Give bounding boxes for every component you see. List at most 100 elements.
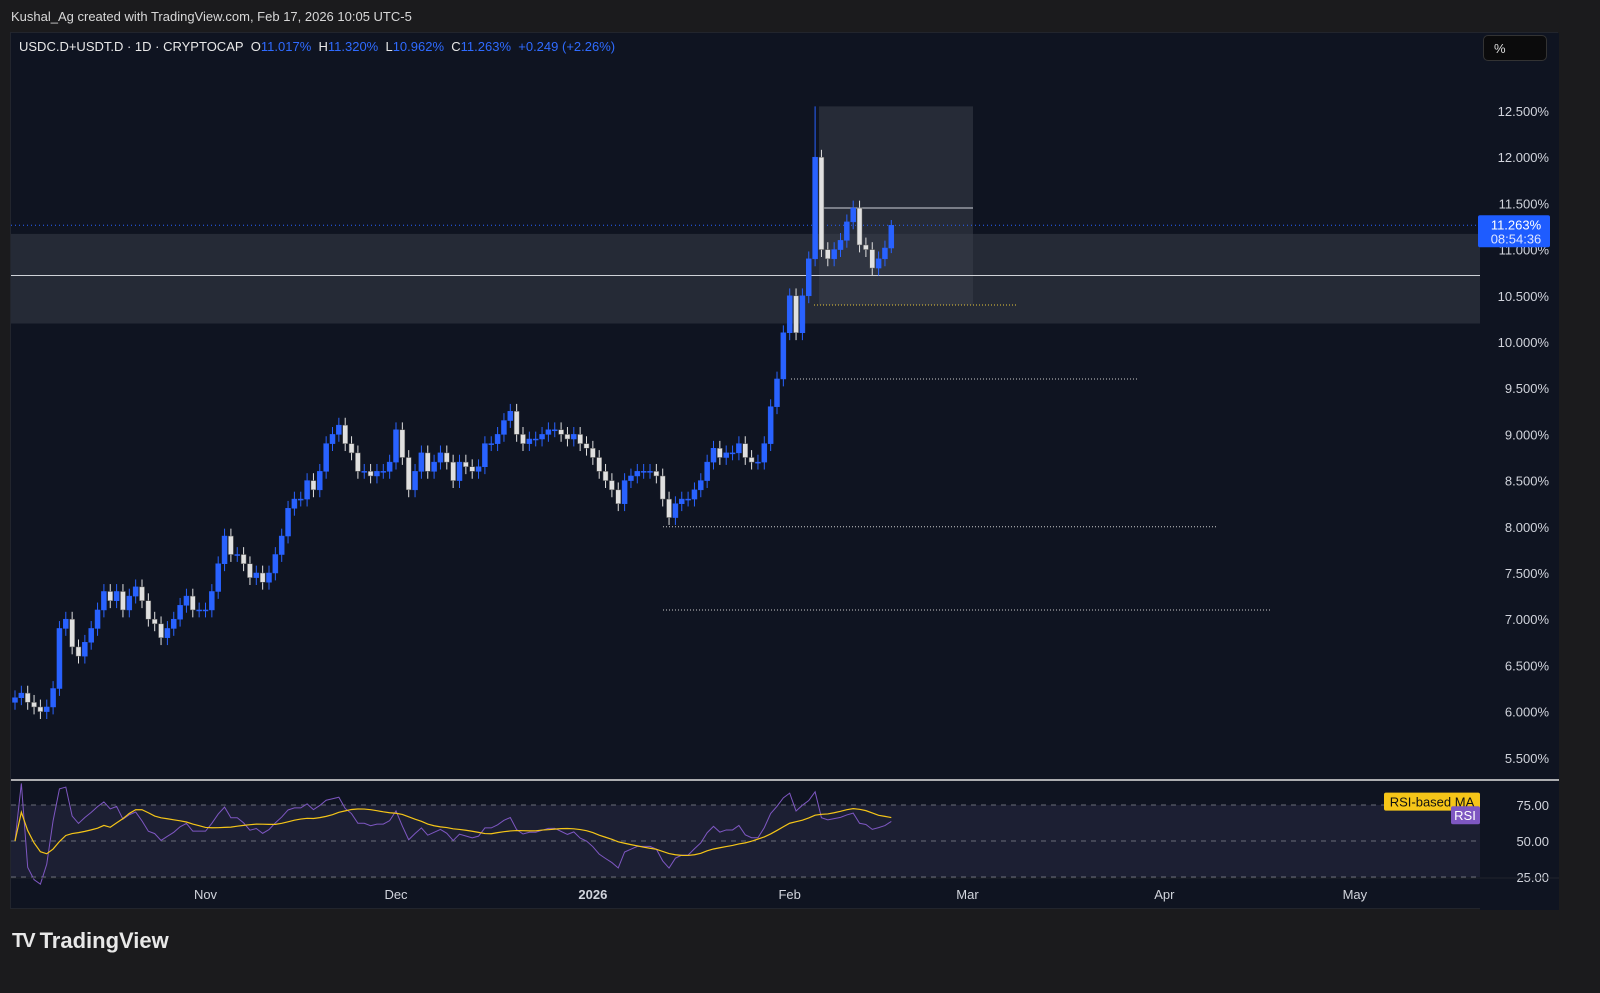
candle-body bbox=[463, 461, 469, 467]
candle bbox=[405, 450, 412, 498]
candle bbox=[520, 427, 526, 452]
candle-body bbox=[590, 448, 596, 458]
candle bbox=[590, 440, 596, 465]
high-value: 11.320% bbox=[327, 39, 379, 54]
candle-body bbox=[120, 591, 126, 611]
low-value: 10.962% bbox=[392, 39, 445, 54]
candle-body bbox=[659, 475, 666, 500]
candle-body bbox=[863, 244, 869, 250]
candle bbox=[399, 422, 406, 465]
candle bbox=[151, 611, 158, 632]
candle-body bbox=[552, 429, 558, 432]
candle-body bbox=[82, 642, 88, 657]
candle bbox=[94, 602, 101, 636]
chart-canvas[interactable]: 12.500%12.000%11.500%11.000%10.500%10.00… bbox=[11, 33, 1559, 910]
price-tick-label: 8.500% bbox=[1505, 474, 1550, 489]
chart-frame[interactable]: 12.500% 12.000% 11.500% 11.000% 10.500% 10.00… bbox=[10, 32, 1559, 910]
candle-body bbox=[564, 434, 571, 440]
candle bbox=[139, 579, 145, 609]
candle bbox=[704, 454, 710, 488]
candle-body bbox=[780, 332, 787, 380]
candle bbox=[12, 690, 18, 710]
candle-body bbox=[774, 378, 780, 407]
candle bbox=[361, 463, 367, 479]
candle bbox=[177, 597, 183, 627]
candle bbox=[24, 685, 31, 710]
candle-body bbox=[469, 466, 475, 472]
candle-body bbox=[729, 452, 736, 455]
candle bbox=[640, 463, 647, 479]
candle-body bbox=[31, 702, 37, 708]
candle bbox=[653, 463, 660, 484]
candle bbox=[374, 463, 380, 484]
candle-body bbox=[507, 411, 514, 421]
candle bbox=[329, 427, 336, 452]
candle-body bbox=[228, 535, 234, 555]
candle bbox=[818, 149, 825, 257]
price-tick-label: 6.000% bbox=[1505, 705, 1550, 720]
candle bbox=[63, 611, 69, 636]
candle bbox=[164, 621, 171, 646]
candle-body bbox=[571, 434, 577, 440]
price-tick-label: 9.000% bbox=[1505, 427, 1550, 442]
candle-body bbox=[666, 498, 672, 518]
rsi-badge bbox=[1451, 806, 1480, 825]
candle-body bbox=[850, 207, 856, 223]
time-tick-label: Feb bbox=[778, 887, 800, 902]
candle bbox=[101, 584, 107, 618]
candle bbox=[132, 579, 139, 604]
candle-body bbox=[405, 457, 412, 491]
symbol-title[interactable]: USDC.D+USDT.D · 1D · CRYPTOCAP bbox=[19, 39, 244, 54]
candle bbox=[221, 528, 228, 572]
candle-body bbox=[577, 434, 583, 444]
candle-body bbox=[304, 480, 310, 500]
candle-body bbox=[450, 461, 456, 481]
tradingview-logo-icon: TV bbox=[12, 929, 36, 952]
candle-body bbox=[596, 457, 602, 472]
candle bbox=[698, 473, 704, 498]
candle-body bbox=[44, 706, 50, 712]
candle bbox=[742, 436, 748, 465]
candle bbox=[679, 491, 685, 512]
candle bbox=[298, 491, 304, 507]
candle-body bbox=[786, 295, 793, 334]
candle bbox=[69, 611, 75, 655]
candle-body bbox=[767, 406, 774, 444]
candle bbox=[647, 463, 653, 479]
candle bbox=[558, 422, 564, 442]
candle-body bbox=[196, 609, 202, 612]
candle-body bbox=[355, 452, 361, 472]
candle-body bbox=[75, 646, 82, 657]
rsi-line bbox=[14, 783, 892, 886]
candle-body bbox=[799, 295, 806, 334]
price-tick-label: 7.000% bbox=[1505, 612, 1550, 627]
candle bbox=[850, 200, 856, 230]
candle-body bbox=[12, 697, 18, 703]
candle-body bbox=[526, 438, 533, 444]
candle bbox=[812, 106, 818, 267]
candle bbox=[736, 436, 742, 461]
candle bbox=[729, 445, 736, 461]
percent-scale-button[interactable]: % bbox=[1483, 35, 1547, 61]
change-value: +0.249 (+2.26%) bbox=[518, 39, 616, 54]
candle bbox=[552, 422, 558, 438]
price-tick-label: 12.500% bbox=[1498, 104, 1550, 119]
candle bbox=[685, 491, 691, 507]
candle-body bbox=[298, 498, 304, 501]
price-tick-label: 12.000% bbox=[1498, 150, 1550, 165]
candle-body bbox=[259, 572, 266, 583]
candle-body bbox=[672, 503, 679, 518]
candle-body bbox=[444, 452, 450, 463]
candle bbox=[463, 454, 469, 475]
candle bbox=[856, 200, 863, 253]
candle-body bbox=[272, 554, 279, 574]
candle bbox=[240, 547, 247, 572]
time-tick-label: Apr bbox=[1154, 887, 1175, 902]
candle-body bbox=[69, 618, 75, 648]
candle bbox=[190, 588, 196, 618]
candle bbox=[393, 422, 399, 470]
candle-body bbox=[342, 424, 348, 444]
candle bbox=[266, 565, 272, 590]
candle-body bbox=[634, 471, 641, 477]
candle bbox=[628, 468, 634, 488]
